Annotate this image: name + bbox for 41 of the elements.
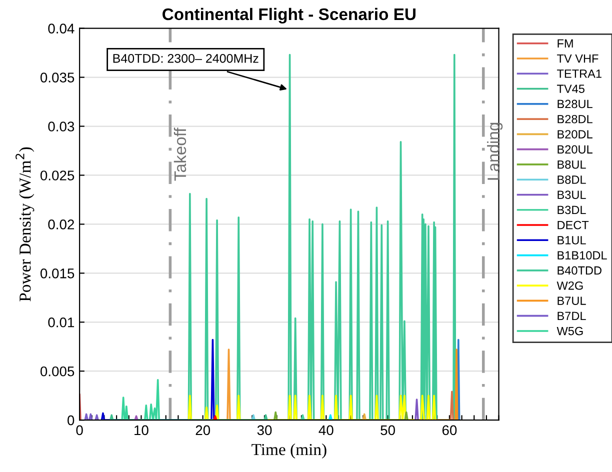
annotation: B40TDD: 2300– 2400MHz	[113, 54, 258, 63]
y-tick-label: 0.03	[48, 122, 74, 132]
legend-label: B1UL	[558, 236, 586, 244]
x-axis-title: Time (min)	[252, 443, 326, 459]
legend-label: B1B10DL	[558, 251, 607, 260]
legend-label: B20UL	[558, 145, 592, 154]
legend-label: DECT	[558, 220, 589, 230]
x-tick-label: 30	[257, 425, 272, 436]
legend-label: TETRA1	[557, 70, 602, 78]
legend-label: B8DL	[558, 175, 586, 184]
y-tick-label: 0.015	[40, 268, 74, 278]
legend-label: B3UL	[558, 190, 586, 199]
legend-label: TV45	[557, 84, 584, 94]
x-tick-label: 60	[442, 425, 457, 436]
y-tick-label: 0.04	[48, 24, 74, 34]
x-tick-label: 40	[318, 425, 334, 436]
ref-line-label: Takeoff	[174, 128, 186, 181]
legend-label: B7DL	[558, 312, 586, 320]
legend-label: B7UL	[558, 296, 586, 305]
legend-label: B28DL	[558, 114, 592, 124]
y-axis-title: Power Density (W/m$^{2}$)	[16, 147, 34, 302]
legend-label: TV VHF	[557, 54, 598, 63]
x-tick-label: 10	[134, 425, 148, 436]
y-tick-label: 0.035	[40, 72, 74, 82]
y-tick-label: 0.025	[40, 170, 74, 180]
y-tick-label: 0.02	[48, 220, 74, 230]
legend-label: W5G	[556, 326, 583, 336]
x-tick-label: 50	[380, 425, 395, 436]
legend-label: B8UL	[558, 160, 586, 169]
legend-label: B20DL	[558, 130, 592, 138]
chart-title: Continental Flight - Scenario EU	[162, 8, 416, 24]
legend-label: B40TDD	[558, 266, 602, 275]
y-tick-label: 0.01	[48, 317, 74, 328]
x-tick-label: 20	[196, 425, 210, 436]
x-tick-label: 0	[76, 425, 83, 436]
legend-label: B3DL	[558, 206, 586, 214]
legend-label: FM	[558, 39, 573, 48]
y-tick-label: 0	[68, 415, 74, 426]
legend-label: B28UL	[558, 100, 592, 108]
legend-label: W2G	[556, 281, 583, 290]
y-tick-label: 0.005	[40, 366, 74, 376]
